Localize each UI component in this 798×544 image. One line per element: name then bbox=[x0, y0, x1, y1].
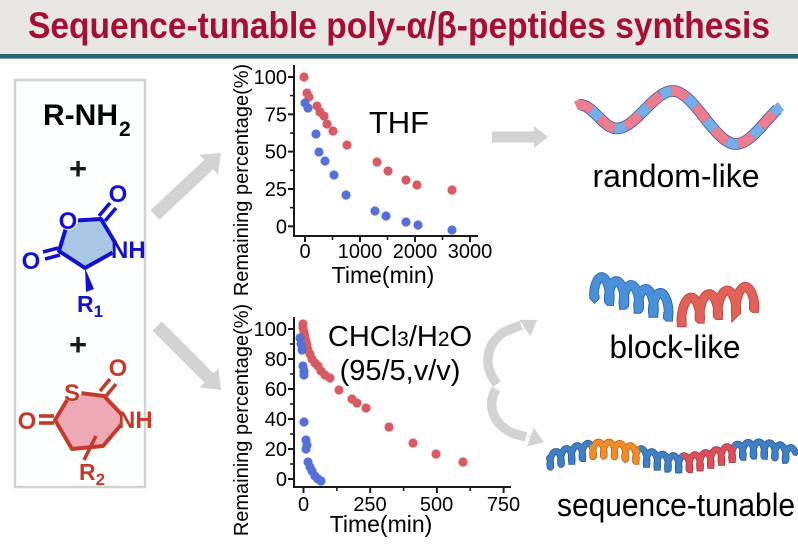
svg-text:O: O bbox=[18, 408, 37, 435]
svg-text:60: 60 bbox=[265, 379, 287, 401]
svg-text:Sequence-tunable poly-α/β-pept: Sequence-tunable poly-α/β-peptides synth… bbox=[28, 5, 770, 46]
svg-text:+: + bbox=[69, 151, 87, 186]
svg-text:100: 100 bbox=[254, 319, 287, 341]
svg-text:THF: THF bbox=[369, 105, 429, 140]
svg-text:1000: 1000 bbox=[338, 241, 383, 263]
svg-text:O: O bbox=[22, 248, 41, 275]
svg-text:750: 750 bbox=[487, 494, 520, 516]
svg-text:3000: 3000 bbox=[448, 241, 493, 263]
svg-text:NH: NH bbox=[118, 407, 153, 434]
svg-text:Time(min): Time(min) bbox=[330, 511, 433, 537]
svg-text:25: 25 bbox=[265, 179, 287, 201]
svg-text:CHCl3/H2O: CHCl3/H2O bbox=[328, 321, 472, 353]
svg-text:sequence-tunable: sequence-tunable bbox=[557, 487, 795, 523]
svg-text:75: 75 bbox=[265, 104, 287, 126]
svg-text:random-like: random-like bbox=[593, 158, 760, 194]
svg-text:NH: NH bbox=[111, 237, 146, 264]
svg-text:Remaining percentage(%): Remaining percentage(%) bbox=[231, 304, 253, 536]
svg-text:Remaining percentage(%): Remaining percentage(%) bbox=[231, 64, 253, 296]
svg-text:40: 40 bbox=[265, 409, 287, 431]
svg-text:0: 0 bbox=[276, 469, 287, 491]
svg-text:S: S bbox=[64, 380, 80, 407]
svg-text:0: 0 bbox=[298, 494, 309, 516]
svg-text:O: O bbox=[59, 208, 78, 235]
svg-text:80: 80 bbox=[265, 349, 287, 371]
svg-text:20: 20 bbox=[265, 439, 287, 461]
svg-text:0: 0 bbox=[276, 216, 287, 238]
svg-text:(95/5,v/v): (95/5,v/v) bbox=[340, 355, 461, 387]
svg-text:O: O bbox=[109, 355, 128, 382]
svg-text:100: 100 bbox=[254, 67, 287, 89]
svg-text:250: 250 bbox=[353, 494, 386, 516]
svg-text:50: 50 bbox=[265, 142, 287, 164]
svg-text:Time(min): Time(min) bbox=[332, 262, 435, 288]
svg-text:500: 500 bbox=[420, 494, 453, 516]
svg-text:2: 2 bbox=[119, 118, 131, 141]
svg-text:block-like: block-like bbox=[610, 329, 741, 365]
svg-text:+: + bbox=[69, 327, 87, 362]
svg-text:O: O bbox=[109, 181, 128, 208]
svg-text:0: 0 bbox=[299, 241, 310, 263]
svg-text:2000: 2000 bbox=[393, 241, 438, 263]
svg-text:R-NH: R-NH bbox=[43, 99, 118, 132]
